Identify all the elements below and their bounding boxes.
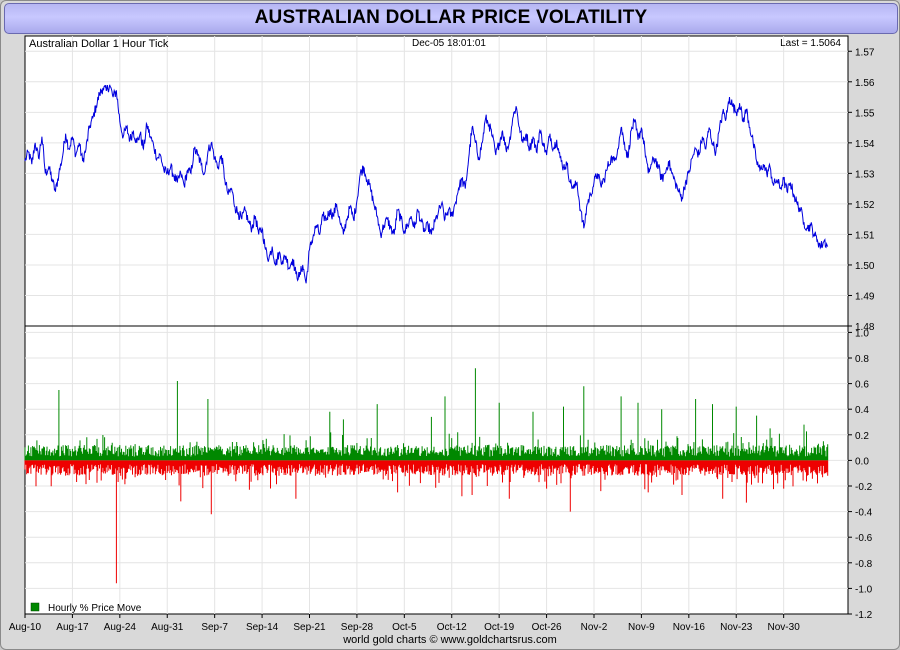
- price-y-tick-label: 1.48: [855, 322, 875, 333]
- price-y-tick-label: 1.52: [855, 200, 875, 211]
- price-y-tick-label: 1.53: [855, 169, 875, 180]
- price-y-tick-label: 1.50: [855, 261, 875, 272]
- x-tick-label: Oct-5: [392, 622, 417, 633]
- price-y-tick-label: 1.51: [855, 230, 875, 241]
- chart-title: AUSTRALIAN DOLLAR PRICE VOLATILITY: [254, 7, 648, 28]
- x-tick-label: Aug-10: [9, 622, 42, 633]
- positive-move-bars: [24, 368, 829, 461]
- x-axis: Aug-10 Aug-17 Aug-24 Aug-31 Sep-7 Sep-14 Sep-2…: [9, 614, 800, 633]
- title-bar: AUSTRALIAN DOLLAR PRICE VOLATILITY: [4, 3, 898, 34]
- vol-y-tick-label: -0.2: [855, 482, 873, 493]
- vol-y-tick-label: -0.8: [855, 559, 873, 570]
- legend-swatch: [30, 602, 40, 612]
- x-tick-label: Nov-16: [673, 622, 706, 633]
- x-tick-label: Aug-17: [56, 622, 89, 633]
- x-tick-label: Sep-14: [246, 622, 279, 633]
- price-line: [24, 84, 829, 284]
- volatility-y-axis: -1.2 -1.0 -0.8 -0.6 -0.4 -0.2 0.0 0.2 0.4 0.6 0.8 1…: [848, 328, 873, 621]
- price-series: [24, 84, 829, 284]
- credit-text: world gold charts © www.goldchartsrus.co…: [343, 634, 557, 646]
- vol-y-tick-label: 0.6: [855, 380, 869, 391]
- x-tick-label: Nov-9: [628, 622, 655, 633]
- x-tick-label: Aug-24: [104, 622, 137, 633]
- price-y-tick-label: 1.54: [855, 139, 875, 150]
- x-tick-label: Aug-31: [151, 622, 184, 633]
- price-y-tick-label: 1.55: [855, 108, 875, 119]
- timestamp-label: Dec-05 18:01:01: [412, 38, 486, 49]
- x-tick-label: Nov-2: [581, 622, 608, 633]
- x-tick-label: Sep-21: [293, 622, 326, 633]
- volatility-bars: [24, 368, 829, 584]
- legend-label: Hourly % Price Move: [48, 603, 142, 614]
- x-tick-label: Nov-23: [720, 622, 753, 633]
- vol-y-tick-label: -0.6: [855, 533, 873, 544]
- x-tick-label: Sep-7: [201, 622, 228, 633]
- price-y-tick-label: 1.56: [855, 78, 875, 89]
- last-price-label: Last = 1.5064: [780, 38, 841, 49]
- x-tick-label: Oct-19: [484, 622, 514, 633]
- price-y-axis: 1.48 1.49 1.50 1.51 1.52 1.53 1.54 1.55 1.56 1.57: [848, 47, 875, 333]
- price-y-tick-label: 1.49: [855, 291, 875, 302]
- vol-y-tick-label: 0.0: [855, 456, 869, 467]
- vol-y-tick-label: 0.4: [855, 405, 869, 416]
- vol-y-tick-label: 0.2: [855, 431, 869, 442]
- x-tick-label: Oct-26: [532, 622, 562, 633]
- vol-y-tick-label: -1.0: [855, 584, 873, 595]
- vol-y-tick-label: 0.8: [855, 354, 869, 365]
- x-tick-label: Sep-28: [341, 622, 374, 633]
- price-y-tick-label: 1.57: [855, 47, 875, 58]
- price-panel-label: Australian Dollar 1 Hour Tick: [29, 38, 169, 50]
- negative-move-bars: [24, 460, 829, 584]
- x-tick-label: Nov-30: [768, 622, 801, 633]
- vol-y-tick-label: -0.4: [855, 508, 873, 519]
- vol-y-tick-label: 1.0: [855, 328, 869, 339]
- vol-y-tick-label: -1.2: [855, 610, 873, 621]
- x-tick-label: Oct-12: [437, 622, 467, 633]
- plot-background: [24, 35, 849, 615]
